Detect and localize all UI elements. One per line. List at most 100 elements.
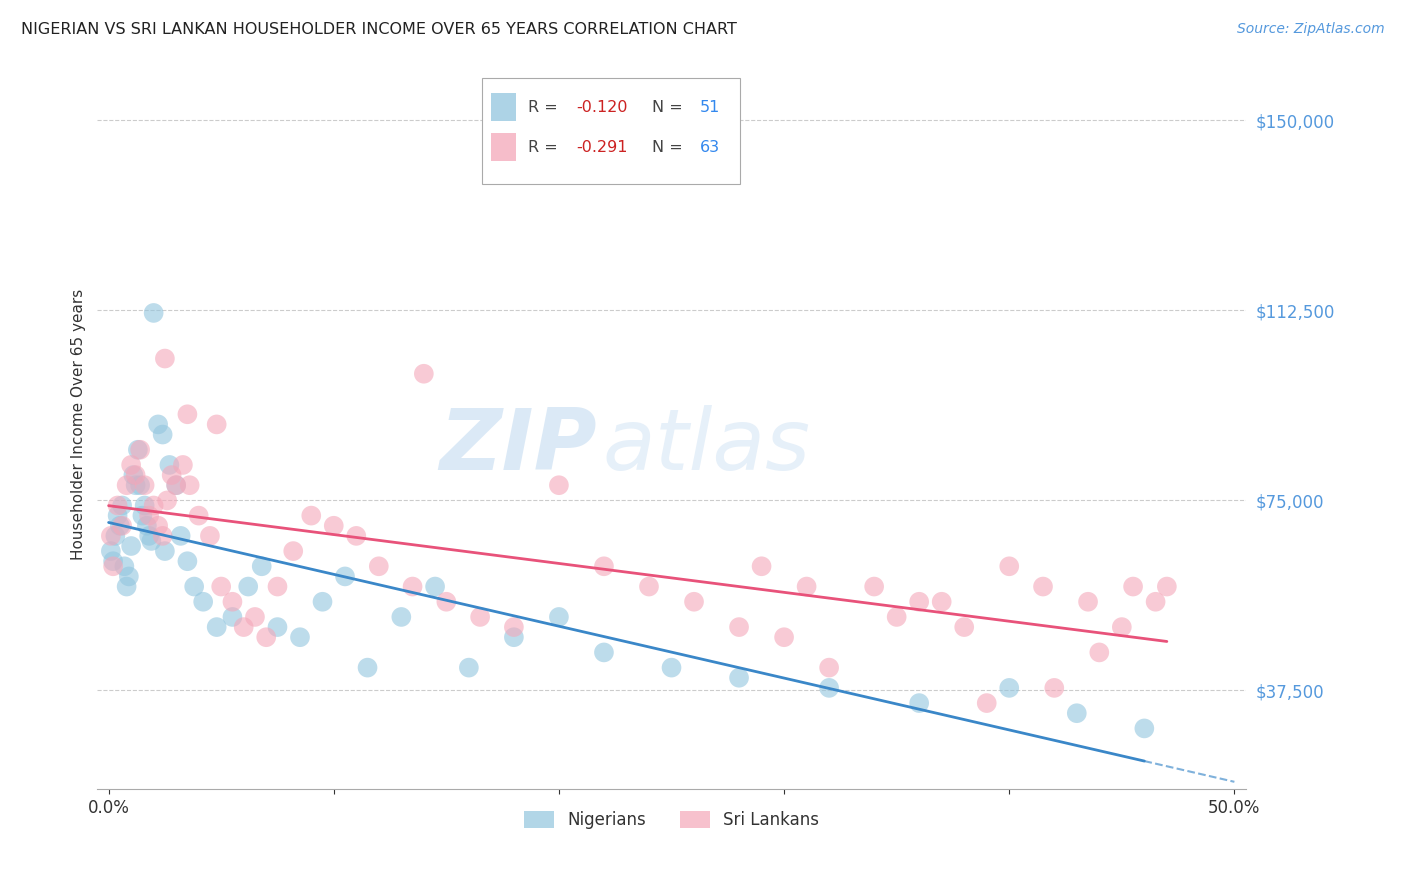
Text: N =: N = xyxy=(652,100,688,114)
Point xyxy=(165,478,187,492)
Text: 63: 63 xyxy=(700,140,720,154)
Text: N =: N = xyxy=(652,140,688,154)
Point xyxy=(172,458,194,472)
Point xyxy=(344,529,367,543)
Point xyxy=(169,529,191,543)
Point xyxy=(1144,595,1167,609)
FancyBboxPatch shape xyxy=(491,133,516,161)
Text: Source: ZipAtlas.com: Source: ZipAtlas.com xyxy=(1237,22,1385,37)
Point xyxy=(356,660,378,674)
Point xyxy=(146,417,169,432)
Point xyxy=(998,681,1021,695)
Point xyxy=(238,580,260,594)
Point xyxy=(205,620,228,634)
Point xyxy=(198,529,221,543)
Point xyxy=(1111,620,1133,634)
Point xyxy=(299,508,322,523)
Point xyxy=(243,610,266,624)
Point xyxy=(153,351,176,366)
Point xyxy=(138,529,160,543)
Point xyxy=(112,559,135,574)
Point xyxy=(250,559,273,574)
Point xyxy=(134,478,156,492)
Point xyxy=(120,539,142,553)
Point xyxy=(548,478,571,492)
Point xyxy=(751,559,773,574)
Point xyxy=(773,630,796,644)
Point xyxy=(122,468,145,483)
Point xyxy=(322,518,344,533)
Point xyxy=(209,580,232,594)
Point xyxy=(728,620,751,634)
Point xyxy=(796,580,818,594)
Point xyxy=(124,478,146,492)
Point xyxy=(160,468,183,483)
Point xyxy=(389,610,412,624)
Point xyxy=(111,499,134,513)
Point xyxy=(1077,595,1099,609)
Point xyxy=(1122,580,1144,594)
Point xyxy=(412,367,434,381)
Point xyxy=(998,559,1021,574)
Point xyxy=(135,518,157,533)
Point xyxy=(638,580,661,594)
Point xyxy=(118,569,141,583)
Point xyxy=(152,529,174,543)
Point xyxy=(183,580,205,594)
Point xyxy=(548,610,571,624)
Point xyxy=(156,493,179,508)
Point xyxy=(131,508,153,523)
Point xyxy=(254,630,277,644)
Point xyxy=(142,306,165,320)
Point xyxy=(593,645,616,659)
Point xyxy=(931,595,953,609)
Point xyxy=(176,407,198,421)
Text: NIGERIAN VS SRI LANKAN HOUSEHOLDER INCOME OVER 65 YEARS CORRELATION CHART: NIGERIAN VS SRI LANKAN HOUSEHOLDER INCOM… xyxy=(21,22,737,37)
Point xyxy=(146,518,169,533)
Point xyxy=(953,620,976,634)
Text: ZIP: ZIP xyxy=(439,405,598,488)
Point xyxy=(908,595,931,609)
Point xyxy=(1156,580,1178,594)
Point xyxy=(423,580,446,594)
Point xyxy=(100,544,122,558)
Point xyxy=(468,610,491,624)
Point xyxy=(129,442,152,457)
Point xyxy=(1066,706,1088,721)
Point xyxy=(503,620,526,634)
Point xyxy=(1133,722,1156,736)
Point xyxy=(288,630,311,644)
Point xyxy=(886,610,908,624)
Point xyxy=(115,580,138,594)
Point xyxy=(100,529,122,543)
Point xyxy=(187,508,209,523)
Point xyxy=(863,580,886,594)
Point xyxy=(401,580,423,594)
Point xyxy=(124,468,146,483)
Point xyxy=(503,630,526,644)
Y-axis label: Householder Income Over 65 years: Householder Income Over 65 years xyxy=(72,289,86,560)
Point xyxy=(138,508,160,523)
Point xyxy=(104,529,127,543)
Point xyxy=(266,580,288,594)
Point xyxy=(1043,681,1066,695)
Point xyxy=(157,458,180,472)
Text: 51: 51 xyxy=(700,100,721,114)
Point xyxy=(457,660,479,674)
Text: R =: R = xyxy=(529,140,562,154)
Point xyxy=(153,544,176,558)
Point xyxy=(1032,580,1054,594)
Text: -0.291: -0.291 xyxy=(576,140,627,154)
Point xyxy=(908,696,931,710)
Point xyxy=(108,518,131,533)
Point xyxy=(976,696,998,710)
Point xyxy=(205,417,228,432)
Point xyxy=(141,533,163,548)
Point xyxy=(283,544,305,558)
Point xyxy=(107,508,129,523)
Text: atlas: atlas xyxy=(603,405,811,488)
Point xyxy=(129,478,152,492)
Point xyxy=(661,660,683,674)
Point xyxy=(434,595,457,609)
Point xyxy=(179,478,201,492)
